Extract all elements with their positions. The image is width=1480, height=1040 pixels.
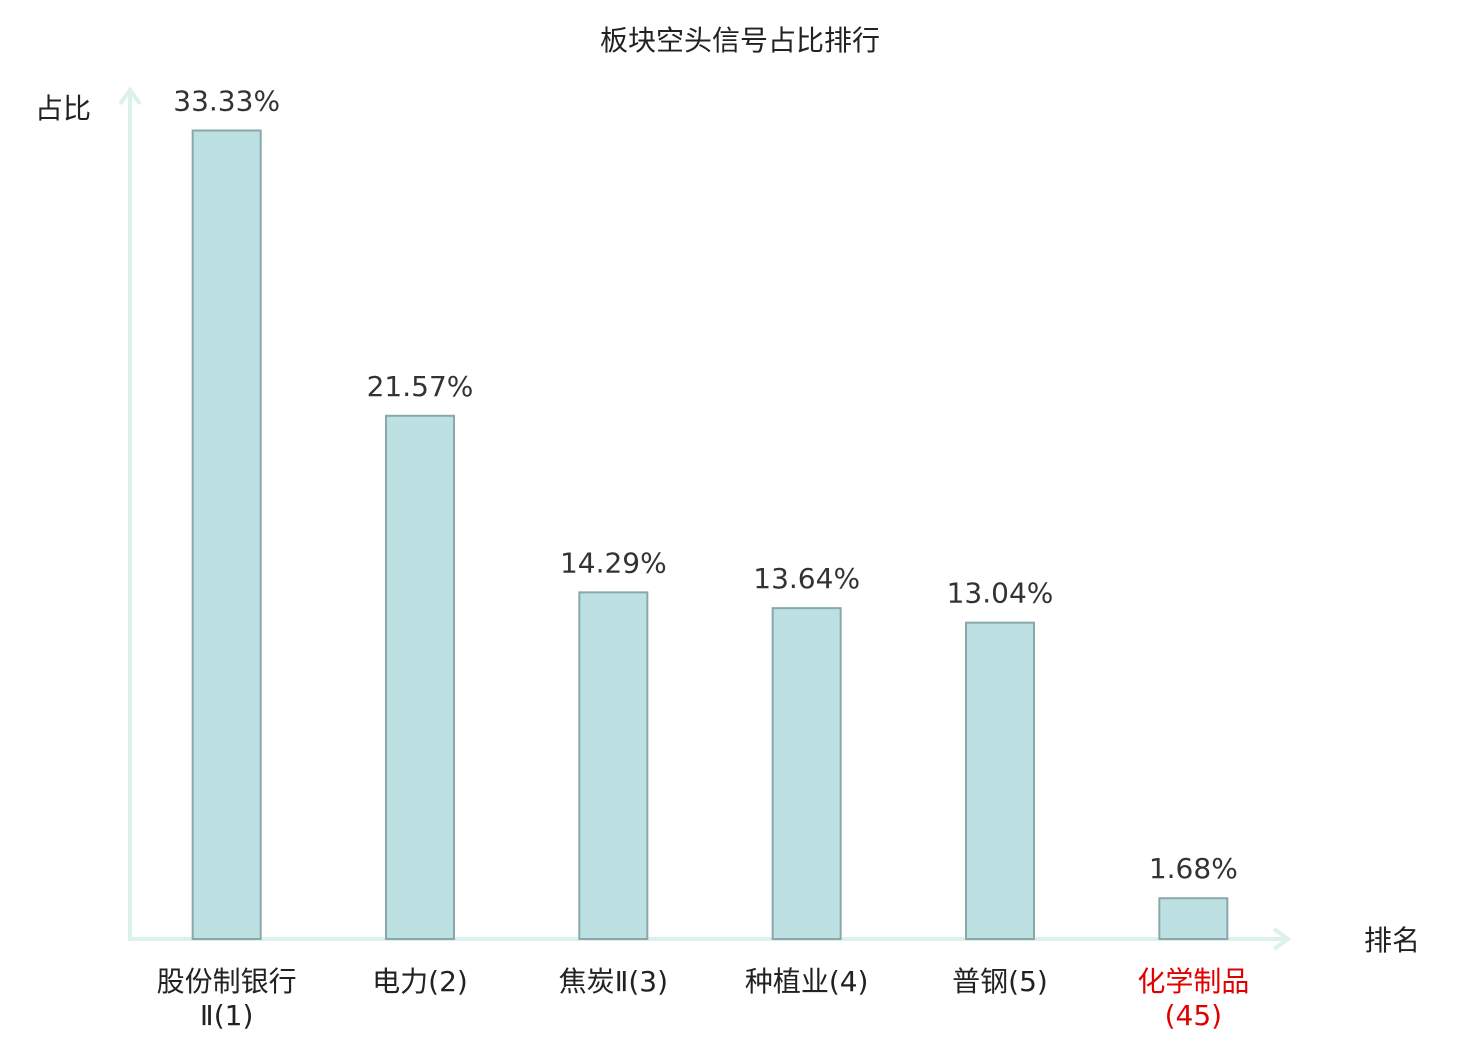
x-tick-label: 焦炭Ⅱ(3) [558,965,669,998]
value-label: 13.04% [947,577,1054,610]
y-axis-label: 占比 [35,92,91,125]
value-label: 14.29% [560,546,667,579]
bar [965,621,1035,940]
chart-title: 板块空头信号占比排行 [600,24,880,57]
axes [118,86,1292,951]
value-label: 1.68% [1149,852,1238,885]
bar [578,591,649,940]
x-tick-label: 普钢(5) [952,965,1048,998]
bar [1158,897,1229,940]
value-label: 33.33% [173,85,280,118]
bar [191,129,262,941]
value-label: 13.64% [753,562,860,595]
x-tick-label: 种植业(4) [744,965,869,998]
x-tick-label: 电力(2) [372,965,468,998]
x-tick-label: 股份制银行Ⅱ(1) [156,965,297,1032]
value-label: 21.57% [367,370,474,403]
bar [771,607,842,940]
x-axis-label: 排名 [1364,924,1420,957]
bar [385,414,455,940]
x-tick-label: 化学制品(45) [1137,965,1250,1032]
